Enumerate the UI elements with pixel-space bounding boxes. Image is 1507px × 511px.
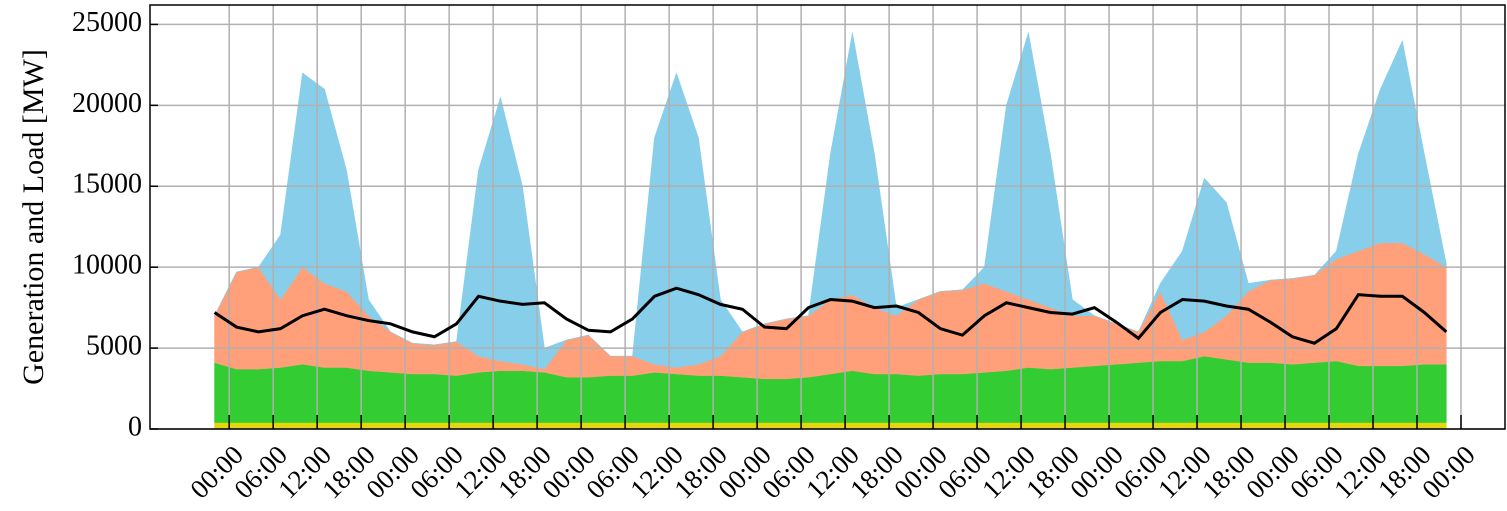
- load-line: [213, 286, 1448, 345]
- area: [214, 32, 1447, 370]
- y-tick-label: 5000: [86, 331, 142, 362]
- plot-frame: [149, 4, 1506, 430]
- y-tick-label: 25000: [72, 7, 142, 38]
- y-tick-label: 0: [128, 411, 142, 442]
- y-tick-label: 20000: [72, 88, 142, 119]
- area: [214, 422, 1447, 430]
- y-tick-label: 15000: [72, 169, 142, 200]
- y-axis-label: Generation and Load [MW]: [17, 49, 50, 385]
- x-tick-label: 00:00: [1416, 440, 1481, 505]
- y-tick-label: 10000: [72, 250, 142, 281]
